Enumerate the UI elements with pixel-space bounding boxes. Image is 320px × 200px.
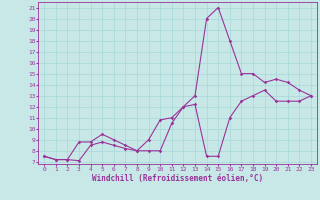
X-axis label: Windchill (Refroidissement éolien,°C): Windchill (Refroidissement éolien,°C) bbox=[92, 174, 263, 183]
